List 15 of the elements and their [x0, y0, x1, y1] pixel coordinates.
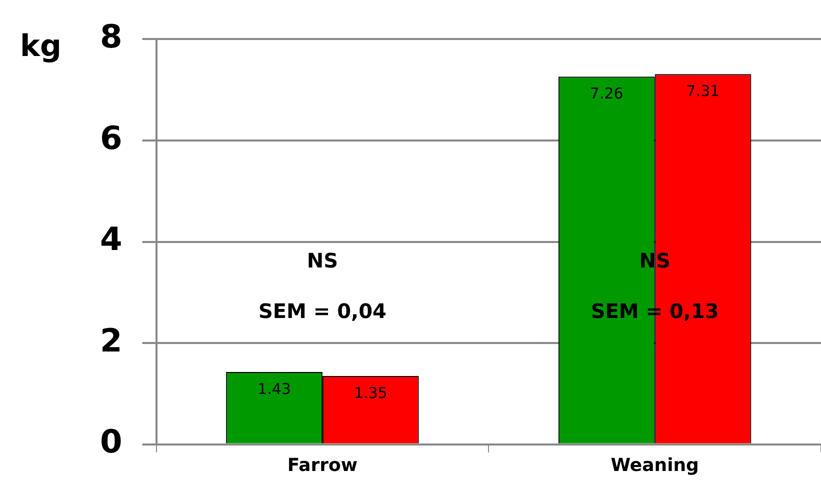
y-tick-label: 6 — [100, 118, 122, 157]
x-tick-label: Weaning — [610, 454, 699, 476]
y-tick-label: 8 — [100, 18, 122, 56]
data-label: 7.26 — [590, 84, 624, 103]
y-tick-label: 0 — [100, 422, 122, 461]
data-label: 1.35 — [354, 384, 388, 402]
data-label: 1.43 — [258, 380, 291, 398]
y-tick-label: 4 — [100, 220, 122, 258]
annotation: SEM = 0,04 — [258, 298, 386, 323]
y-axis-title: kg — [20, 28, 62, 64]
y-tick-label: 2 — [100, 321, 122, 360]
data-label: 7.31 — [686, 82, 720, 100]
x-tick-label: Farrow — [287, 454, 358, 476]
annotation: NS — [306, 248, 338, 272]
annotation: NS — [639, 248, 670, 272]
